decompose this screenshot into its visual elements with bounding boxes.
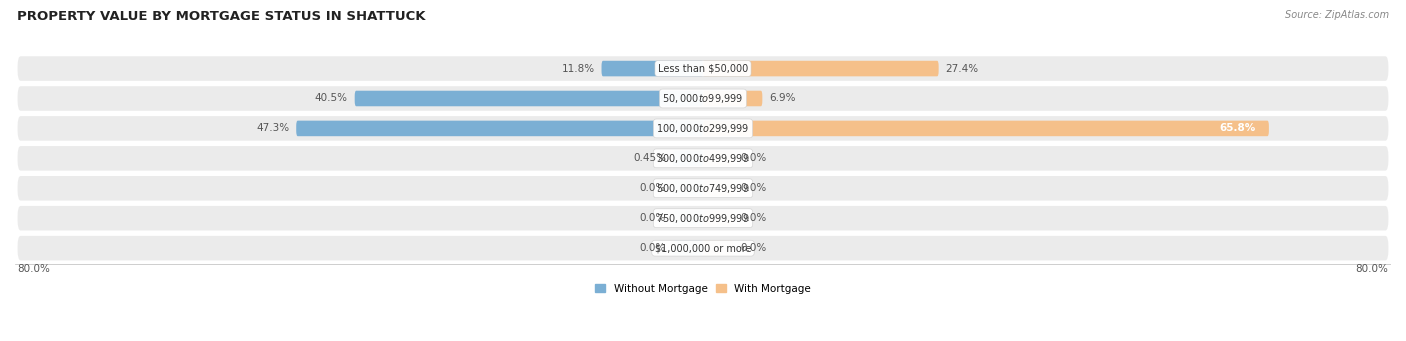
Text: 40.5%: 40.5% (315, 93, 347, 103)
FancyBboxPatch shape (703, 240, 733, 256)
Text: PROPERTY VALUE BY MORTGAGE STATUS IN SHATTUCK: PROPERTY VALUE BY MORTGAGE STATUS IN SHA… (17, 10, 426, 23)
Text: 0.0%: 0.0% (640, 183, 666, 193)
FancyBboxPatch shape (18, 236, 1388, 261)
FancyBboxPatch shape (673, 151, 703, 166)
FancyBboxPatch shape (703, 180, 733, 196)
Text: 65.8%: 65.8% (1220, 123, 1256, 133)
Text: $500,000 to $749,999: $500,000 to $749,999 (657, 182, 749, 195)
FancyBboxPatch shape (703, 61, 939, 76)
FancyBboxPatch shape (673, 210, 703, 226)
Text: 0.0%: 0.0% (740, 183, 766, 193)
Text: $750,000 to $999,999: $750,000 to $999,999 (657, 212, 749, 225)
FancyBboxPatch shape (18, 116, 1388, 141)
FancyBboxPatch shape (297, 121, 703, 136)
FancyBboxPatch shape (673, 240, 703, 256)
FancyBboxPatch shape (703, 210, 733, 226)
FancyBboxPatch shape (18, 86, 1388, 111)
Text: 80.0%: 80.0% (18, 264, 51, 274)
Text: 0.0%: 0.0% (640, 243, 666, 253)
Text: Source: ZipAtlas.com: Source: ZipAtlas.com (1285, 10, 1389, 20)
FancyBboxPatch shape (703, 121, 1268, 136)
Text: 0.0%: 0.0% (740, 213, 766, 223)
FancyBboxPatch shape (18, 206, 1388, 231)
FancyBboxPatch shape (354, 91, 703, 106)
Text: 0.0%: 0.0% (740, 153, 766, 163)
Text: 0.0%: 0.0% (740, 243, 766, 253)
FancyBboxPatch shape (703, 91, 762, 106)
Text: 47.3%: 47.3% (256, 123, 290, 133)
FancyBboxPatch shape (602, 61, 703, 76)
Text: Less than $50,000: Less than $50,000 (658, 63, 748, 74)
Text: 27.4%: 27.4% (945, 63, 979, 74)
Text: $1,000,000 or more: $1,000,000 or more (655, 243, 751, 253)
Text: 0.0%: 0.0% (640, 213, 666, 223)
Text: $50,000 to $99,999: $50,000 to $99,999 (662, 92, 744, 105)
Legend: Without Mortgage, With Mortgage: Without Mortgage, With Mortgage (591, 280, 815, 298)
Text: $300,000 to $499,999: $300,000 to $499,999 (657, 152, 749, 165)
FancyBboxPatch shape (18, 146, 1388, 170)
Text: $100,000 to $299,999: $100,000 to $299,999 (657, 122, 749, 135)
FancyBboxPatch shape (703, 151, 733, 166)
FancyBboxPatch shape (673, 180, 703, 196)
Text: 80.0%: 80.0% (1355, 264, 1388, 274)
Text: 6.9%: 6.9% (769, 93, 796, 103)
Text: 0.45%: 0.45% (633, 153, 666, 163)
FancyBboxPatch shape (18, 176, 1388, 201)
FancyBboxPatch shape (18, 56, 1388, 81)
Text: 11.8%: 11.8% (561, 63, 595, 74)
